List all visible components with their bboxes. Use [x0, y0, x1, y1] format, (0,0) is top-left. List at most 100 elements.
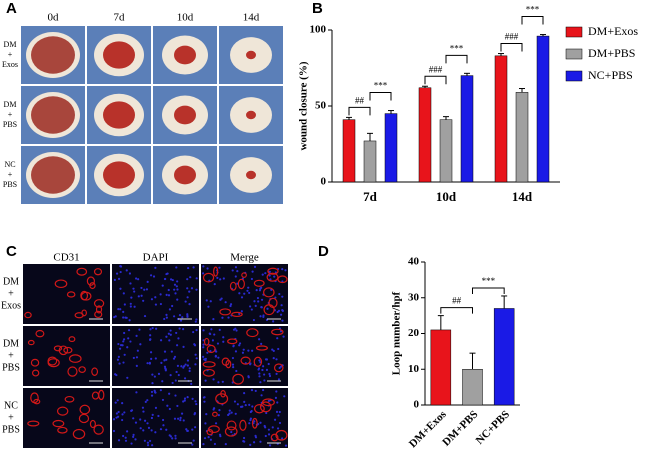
nucleus: [123, 353, 126, 356]
column-header: 7d: [114, 12, 126, 24]
vessel: [56, 406, 69, 416]
nucleus: [232, 345, 235, 348]
vessel: [33, 398, 41, 405]
nucleus: [123, 411, 126, 414]
nucleus: [122, 434, 125, 438]
nucleus: [216, 276, 219, 279]
x-tick-label: 14d: [512, 189, 533, 204]
nucleus: [154, 391, 157, 394]
nucleus: [163, 317, 166, 321]
nucleus: [240, 296, 244, 299]
nucleus: [168, 407, 171, 411]
nucleus: [206, 267, 209, 270]
vessel: [255, 345, 268, 351]
vessel: [91, 367, 99, 376]
nucleus: [181, 316, 184, 319]
nucleus: [186, 313, 189, 316]
nucleus: [159, 339, 163, 342]
vessel: [78, 366, 86, 373]
nucleus: [163, 359, 166, 362]
nucleus: [192, 330, 195, 334]
panel-label: C: [6, 243, 17, 260]
nucleus: [218, 266, 221, 269]
nucleus: [143, 439, 146, 442]
row-label: NC: [4, 400, 18, 411]
nucleus: [139, 418, 142, 421]
nucleus: [275, 410, 279, 413]
sig-bracket: [445, 54, 468, 64]
column-header: 14d: [243, 12, 260, 24]
nucleus: [182, 328, 185, 331]
nucleus: [175, 344, 179, 347]
bar: [384, 113, 398, 183]
nucleus: [176, 288, 179, 291]
nucleus: [274, 396, 278, 399]
row-label: +: [8, 288, 14, 299]
nucleus: [216, 342, 220, 345]
nucleus: [132, 287, 135, 290]
nucleus: [195, 277, 198, 280]
nucleus: [123, 303, 126, 306]
nucleus: [259, 440, 262, 443]
nucleus: [149, 328, 152, 331]
nucleus: [222, 277, 225, 280]
nucleus: [257, 300, 260, 303]
nucleus: [244, 404, 247, 407]
vessel: [253, 356, 263, 367]
nucleus: [167, 294, 171, 297]
nucleus: [254, 304, 257, 307]
nucleus: [132, 356, 135, 360]
nucleus: [122, 316, 125, 319]
vessel: [259, 401, 272, 413]
vessel: [261, 398, 275, 407]
nucleus: [146, 444, 150, 447]
nucleus: [164, 369, 167, 372]
nucleus: [157, 414, 160, 418]
nucleus: [134, 438, 137, 441]
x-tick-label: 10d: [436, 189, 457, 204]
x-tick-label: 7d: [363, 189, 378, 204]
nucleus: [269, 278, 272, 281]
nucleus: [138, 328, 141, 331]
bar: [418, 87, 432, 183]
nucleus: [278, 421, 282, 425]
nucleus: [243, 292, 246, 295]
vessel: [72, 428, 86, 440]
nucleus: [253, 265, 257, 268]
nucleus: [265, 368, 269, 372]
nucleus: [166, 404, 169, 407]
nucleus: [167, 332, 170, 335]
nucleus: [165, 313, 168, 316]
nucleus: [267, 428, 271, 431]
vessel: [266, 272, 279, 282]
y-tick-label: 20: [408, 327, 420, 339]
nucleus: [119, 287, 122, 290]
nucleus: [194, 353, 197, 356]
nucleus: [150, 357, 153, 360]
nucleus: [155, 327, 158, 330]
nucleus: [261, 273, 264, 276]
vessel: [94, 310, 103, 319]
vessel: [227, 338, 238, 345]
nucleus: [235, 329, 238, 332]
nucleus: [204, 359, 207, 362]
nucleus: [117, 277, 121, 280]
vessel: [246, 328, 259, 338]
nucleus: [142, 429, 145, 432]
nucleus: [229, 304, 232, 308]
nucleus: [133, 305, 136, 308]
micrograph: [112, 264, 199, 324]
nucleus: [195, 402, 198, 406]
y-tick-label: 0: [414, 399, 420, 411]
nucleus: [236, 403, 239, 406]
nucleus: [143, 419, 147, 422]
nucleus: [227, 413, 230, 417]
sig-label: ###: [505, 32, 519, 42]
nucleus: [268, 374, 272, 378]
nucleus: [143, 288, 146, 291]
nucleus: [129, 302, 132, 305]
nucleus: [271, 348, 274, 351]
row-label: +: [8, 110, 13, 119]
nucleus: [253, 420, 256, 423]
nucleus: [149, 274, 153, 277]
